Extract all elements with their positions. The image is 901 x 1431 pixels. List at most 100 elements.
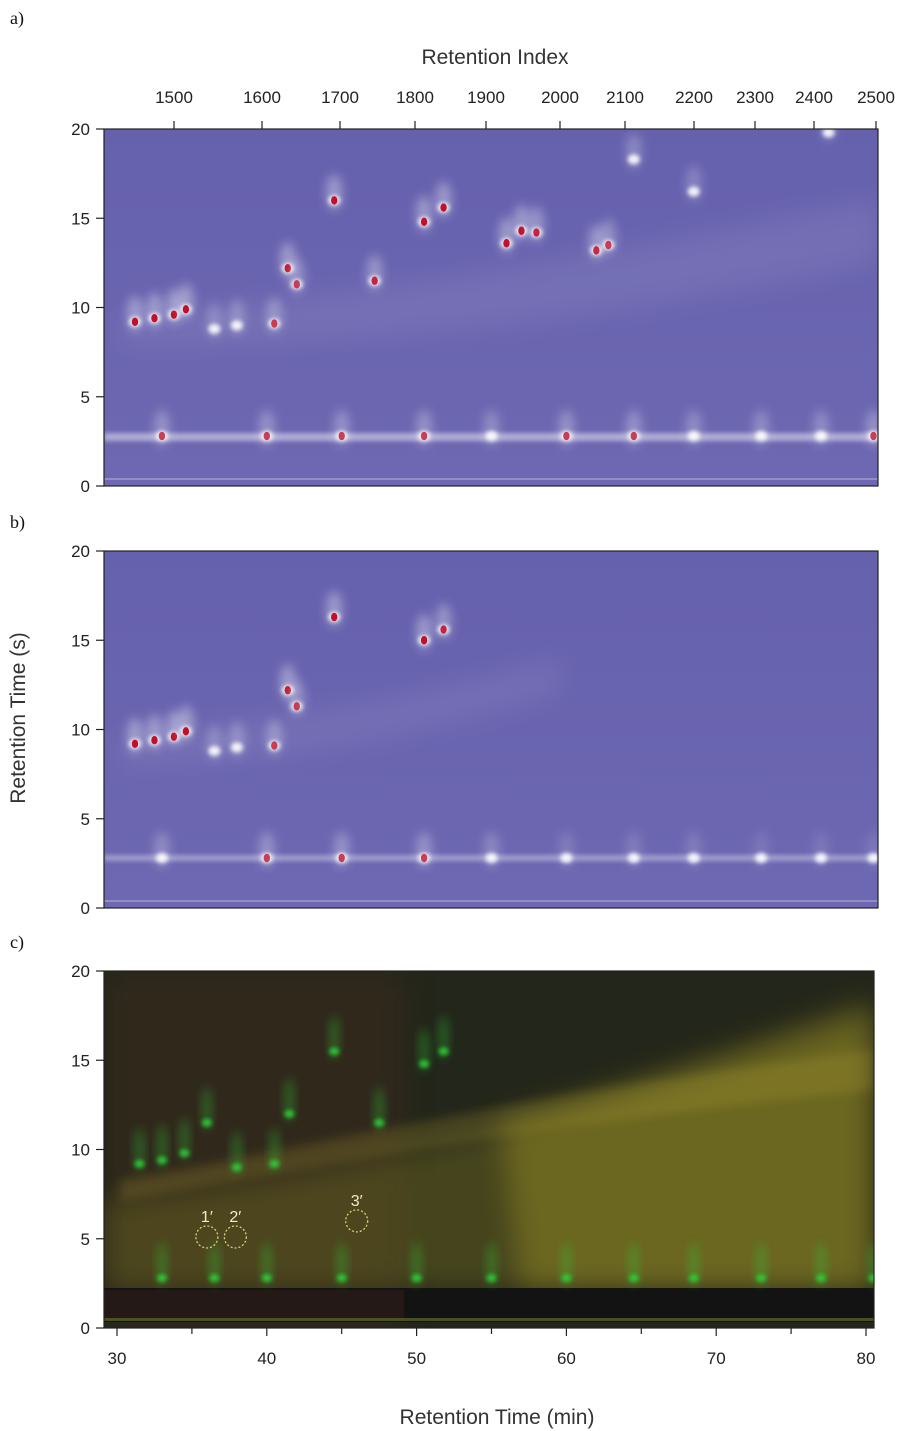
spot-peak [870, 431, 877, 441]
spot-peak [331, 196, 338, 205]
spot-green [209, 1274, 220, 1283]
spot-peak [271, 741, 278, 750]
panel-label-c: c) [10, 932, 24, 953]
spot-peak [630, 431, 638, 441]
y-tick-label: 20 [71, 962, 90, 981]
y-tick-label: 15 [71, 209, 90, 228]
panel-a-heatmap: 1500 1600 1700 1800 1900 2000 2100 2200 2300 2400… [71, 88, 895, 496]
spot-white [485, 431, 498, 442]
spot-white [755, 431, 768, 442]
spot-white [867, 853, 878, 864]
spot-peak [420, 853, 428, 863]
spot-peak [263, 431, 270, 441]
panel-c-overlay: 1′ 2′ 3′ 0 5 10 15 20 30 40 50 60 70 80 [71, 962, 876, 1368]
spot-white [560, 853, 573, 864]
spot-green [231, 1163, 242, 1172]
spot-peak [293, 702, 300, 711]
annotation-circle [345, 1209, 369, 1233]
annotation-circle [195, 1225, 219, 1249]
spot-white [230, 320, 243, 331]
top-tick-label: 2000 [541, 88, 579, 107]
spot-white [687, 853, 700, 864]
spot-peak [151, 314, 158, 323]
top-tick-label: 2500 [857, 88, 895, 107]
y-tick-label: 0 [81, 1319, 90, 1338]
spot-white [155, 853, 168, 864]
panel-b-heatmap: 0 5 10 15 20 [71, 542, 879, 918]
spot-green [688, 1274, 699, 1283]
top-tick-label: 2100 [606, 88, 644, 107]
y-tick-label: 20 [71, 120, 90, 139]
spot-peak [293, 280, 300, 289]
top-tick-label: 1800 [396, 88, 434, 107]
spot-green [419, 1059, 430, 1068]
spot-peak [158, 431, 166, 441]
spot-white [822, 129, 835, 138]
spot-peak [605, 240, 612, 250]
y-tick-label: 20 [71, 542, 90, 561]
spot-white [755, 853, 768, 864]
spot-peak [371, 276, 378, 285]
spot-peak [331, 612, 338, 622]
x-tick-label: 70 [707, 1349, 726, 1368]
spot-green [269, 1159, 280, 1168]
spot-peak [440, 625, 447, 634]
x-tick-label: 80 [857, 1349, 876, 1368]
y-tick-label: 15 [71, 1051, 90, 1070]
annotation-label: 2′ [229, 1209, 241, 1226]
spot-green [261, 1274, 272, 1283]
spot-green [868, 1274, 874, 1283]
spot-green [756, 1274, 767, 1283]
annotation-circle [223, 1225, 247, 1249]
spot-peak [440, 203, 447, 212]
spot-green [134, 1159, 145, 1168]
panel-label-b: b) [10, 512, 25, 533]
spot-white [485, 853, 498, 864]
top-tick-label: 1500 [155, 88, 193, 107]
spot-peak [503, 239, 510, 248]
top-tick-label: 1600 [243, 88, 281, 107]
top-axis-title: Retention Index [421, 46, 569, 69]
spot-peak [170, 310, 178, 319]
spot-green [284, 1109, 295, 1118]
spot-green [561, 1274, 572, 1283]
y-tick-label: 15 [71, 631, 90, 650]
y-axis-title: Retention Time (s) [7, 632, 30, 804]
spot-peak [420, 431, 428, 441]
panel-label-a: a) [10, 8, 24, 29]
spot-green [374, 1118, 385, 1127]
x-tick-label: 40 [257, 1349, 276, 1368]
spot-peak [518, 226, 525, 235]
spot-white [815, 431, 828, 442]
spot-white [208, 323, 221, 334]
bottom-axis-title: Retention Time (min) [400, 1406, 595, 1429]
y-tick-label: 5 [81, 1230, 90, 1249]
y-tick-label: 10 [71, 721, 90, 740]
annotation-label: 1′ [201, 1209, 213, 1226]
y-tick-label: 5 [81, 388, 90, 407]
spot-peak [420, 217, 428, 227]
spot-green [201, 1118, 212, 1127]
x-tick-label: 50 [407, 1349, 426, 1368]
spot-peak [170, 732, 178, 741]
spot-white [687, 431, 700, 442]
x-tick-label: 60 [557, 1349, 576, 1368]
spot-peak [131, 317, 139, 326]
spot-peak [151, 736, 158, 745]
spot-peak [593, 246, 600, 255]
spot-white [208, 745, 221, 756]
y-tick-label: 10 [71, 1141, 90, 1160]
top-tick-label: 2300 [736, 88, 774, 107]
spot-peak [338, 853, 345, 863]
x-tick-label: 30 [108, 1349, 127, 1368]
spot-white [627, 154, 640, 165]
spot-white [815, 853, 828, 864]
spot-peak [131, 739, 139, 748]
spot-green [329, 1047, 340, 1056]
spot-green [438, 1047, 449, 1056]
y-tick-label: 5 [81, 810, 90, 829]
spot-white [687, 186, 700, 197]
spot-peak [271, 319, 278, 328]
spot-green [628, 1274, 639, 1283]
